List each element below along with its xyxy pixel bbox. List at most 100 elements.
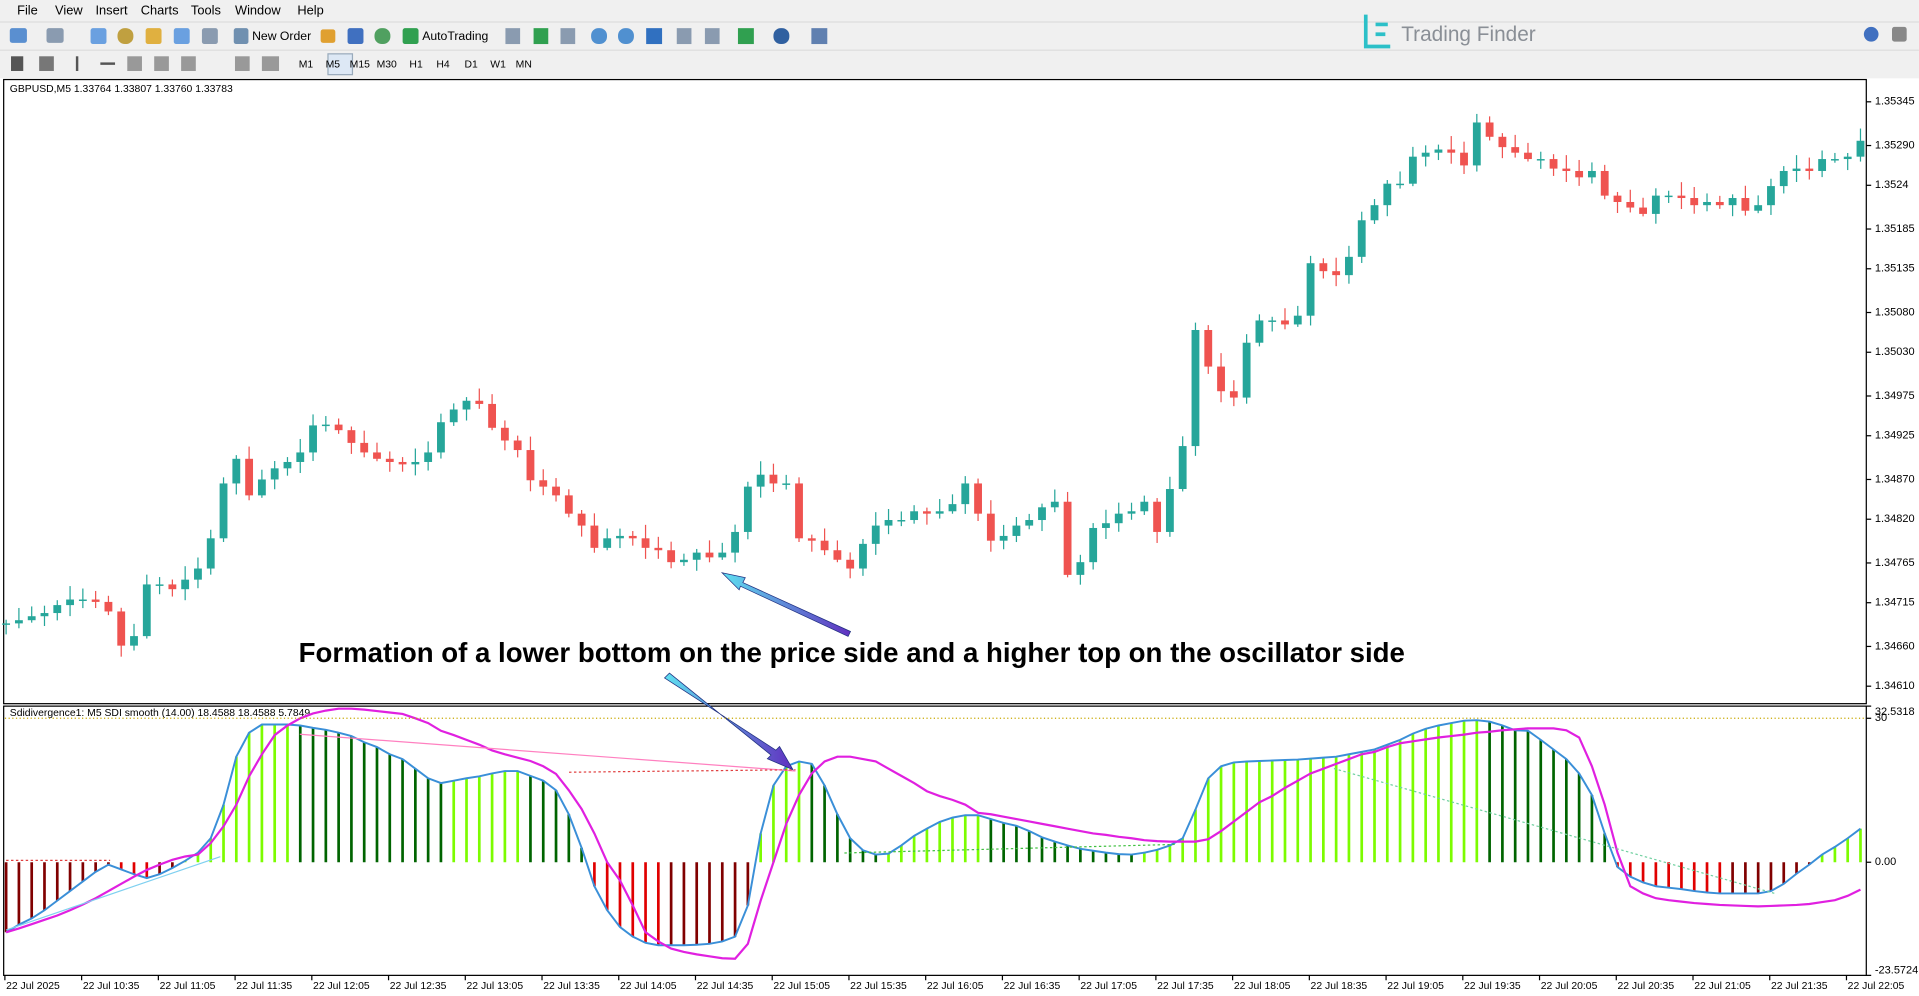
candle xyxy=(1588,170,1596,178)
candle xyxy=(986,513,995,541)
candle xyxy=(219,483,228,539)
x-tick-label: 22 Jul 15:05 xyxy=(773,981,830,992)
candle xyxy=(1102,523,1110,528)
candle xyxy=(14,620,23,624)
y-tick-label: 32.5318 xyxy=(1875,706,1915,718)
candle xyxy=(564,495,573,514)
candle xyxy=(1843,156,1852,160)
x-tick-label: 22 Jul 21:35 xyxy=(1771,981,1828,992)
timeframe[interactable]: M1 xyxy=(299,60,314,71)
menu-item[interactable]: Tools xyxy=(191,2,221,17)
candle xyxy=(1281,320,1289,325)
candle xyxy=(1856,140,1865,157)
timeframe[interactable]: MN xyxy=(516,60,532,71)
y-tick-label: 1.34925 xyxy=(1875,430,1915,442)
candle xyxy=(961,483,970,505)
candle xyxy=(475,400,484,404)
x-tick-label: 22 Jul 16:35 xyxy=(1004,981,1061,992)
chrome xyxy=(0,0,1919,79)
candle xyxy=(245,458,254,496)
new-order[interactable]: New Order xyxy=(252,29,311,43)
candle xyxy=(1178,446,1187,490)
y-tick-label: 1.35135 xyxy=(1875,263,1915,275)
candle xyxy=(347,430,356,443)
candle xyxy=(1626,201,1635,208)
candle xyxy=(1754,205,1763,211)
candle xyxy=(424,452,433,462)
x-tick-label: 22 Jul 13:35 xyxy=(543,981,600,992)
x-tick-label: 22 Jul 12:35 xyxy=(390,981,447,992)
candle xyxy=(398,461,407,465)
x-tick-label: 22 Jul 15:35 xyxy=(850,981,907,992)
candle xyxy=(833,550,842,560)
timeframe[interactable]: M30 xyxy=(377,60,397,71)
candle xyxy=(1779,170,1788,187)
candle xyxy=(1524,152,1532,160)
y-tick-label: 1.34610 xyxy=(1875,680,1915,692)
candle xyxy=(1153,501,1162,532)
menu-item[interactable]: File xyxy=(17,2,38,17)
candle xyxy=(1229,391,1238,398)
candle xyxy=(884,520,893,526)
y-tick-label: 1.35290 xyxy=(1875,139,1915,151)
timeframe[interactable]: M15 xyxy=(350,60,370,71)
candle xyxy=(1396,183,1405,186)
y-tick-label: 1.34765 xyxy=(1875,557,1915,569)
timeframe[interactable]: H1 xyxy=(409,60,423,71)
candle xyxy=(1792,168,1801,171)
candle xyxy=(1741,198,1750,211)
candle xyxy=(1536,159,1545,161)
timeframe[interactable]: M5 xyxy=(326,60,341,71)
toolbar-icons xyxy=(9,26,1907,71)
timeframe[interactable]: H4 xyxy=(436,60,450,71)
candle xyxy=(897,520,906,522)
osc-window xyxy=(3,705,1867,976)
x-tick-label: 22 Jul 17:05 xyxy=(1080,981,1137,992)
candle xyxy=(104,601,113,612)
candle xyxy=(1818,159,1827,171)
price-window xyxy=(3,78,1867,705)
candle xyxy=(1306,263,1315,316)
candle xyxy=(1370,205,1379,221)
candle xyxy=(1460,152,1468,166)
candle xyxy=(296,452,305,462)
candle xyxy=(1076,562,1085,575)
x-tick-label: 22 Jul 2025 xyxy=(6,981,60,992)
candle xyxy=(1434,149,1443,153)
candle xyxy=(1140,501,1149,512)
histogram-line xyxy=(5,719,1862,947)
candle xyxy=(78,599,87,601)
menu-item[interactable]: Charts xyxy=(141,2,179,17)
timeframe[interactable]: W1 xyxy=(490,60,506,71)
menu-item[interactable]: View xyxy=(55,2,83,17)
x-tick-label: 22 Jul 22:05 xyxy=(1848,981,1905,992)
y-tick-label: -23.5724 xyxy=(1875,964,1918,976)
candle xyxy=(1677,195,1686,199)
candle xyxy=(513,440,522,451)
candle xyxy=(270,468,279,480)
candle xyxy=(922,511,931,514)
candle xyxy=(705,552,714,558)
menu-item[interactable]: Insert xyxy=(95,2,128,17)
candle xyxy=(1767,186,1775,206)
menu-item[interactable]: Help xyxy=(297,2,323,17)
tf-active[interactable] xyxy=(327,53,354,76)
candle xyxy=(1498,136,1507,148)
x-tick-label: 22 Jul 11:35 xyxy=(236,981,292,992)
candle xyxy=(590,525,599,548)
menu-item[interactable]: Window xyxy=(235,2,281,17)
candle xyxy=(462,400,471,410)
candle xyxy=(782,483,791,485)
candle xyxy=(1255,320,1264,343)
timeframe[interactable]: D1 xyxy=(465,60,479,71)
candle xyxy=(910,511,919,521)
y-tick-label: 1.3524 xyxy=(1875,179,1909,191)
y-tick-label: 1.34715 xyxy=(1875,597,1915,609)
candle xyxy=(641,538,650,548)
candle xyxy=(257,479,266,496)
autotrading[interactable]: AutoTrading xyxy=(422,29,488,43)
candle xyxy=(680,559,688,563)
candle xyxy=(283,461,292,469)
candle xyxy=(1575,170,1584,178)
